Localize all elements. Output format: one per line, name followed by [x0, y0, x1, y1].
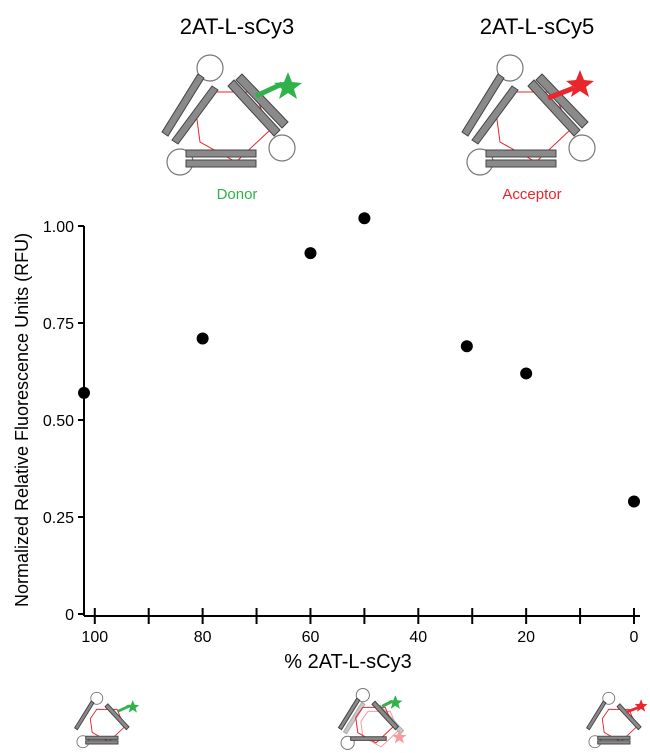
x-tick-label: 60	[302, 629, 320, 646]
acceptor-title: 2AT-L-sCy5	[479, 14, 595, 39]
x-tick-label: 0	[630, 629, 639, 646]
donor-star-icon	[274, 72, 302, 99]
bottom-donor-icon	[73, 691, 140, 749]
donor-title: 2AT-L-sCy3	[179, 14, 295, 39]
donor-label: Donor	[216, 186, 258, 203]
x-tick-label: 100	[81, 629, 108, 646]
donor-structure-icon	[161, 54, 302, 176]
y-tick-label: 0.50	[43, 413, 74, 430]
bottom-acceptor-icon	[585, 691, 648, 749]
x-tick-label: 80	[194, 629, 212, 646]
data-point	[358, 212, 371, 225]
scatter-chart: 0 0.25 0.50 0.75 1.00 100 80 60 40 20 0 % 2AT-L-s…	[12, 212, 640, 673]
acceptor-label: Acceptor	[502, 186, 562, 203]
data-point	[460, 340, 473, 353]
data-point	[628, 495, 640, 508]
data-point	[304, 247, 317, 260]
acceptor-star-icon	[566, 70, 594, 97]
y-axis-label: Normalized Relative Fluorescence Units (…	[12, 233, 32, 607]
y-tick-label: 1.00	[43, 219, 74, 236]
x-tick-label: 20	[517, 629, 535, 646]
y-tick-label: 0.75	[43, 316, 74, 333]
acceptor-structure-icon	[461, 54, 596, 176]
data-point	[196, 332, 209, 345]
data-point	[78, 386, 90, 399]
bottom-mixed-icon	[337, 688, 407, 750]
y-tick-label: 0.25	[43, 510, 74, 527]
x-tick-label: 40	[409, 629, 427, 646]
x-axis-label: % 2AT-L-sCy3	[284, 651, 411, 673]
y-tick-label: 0	[65, 607, 74, 624]
data-point	[520, 367, 533, 380]
